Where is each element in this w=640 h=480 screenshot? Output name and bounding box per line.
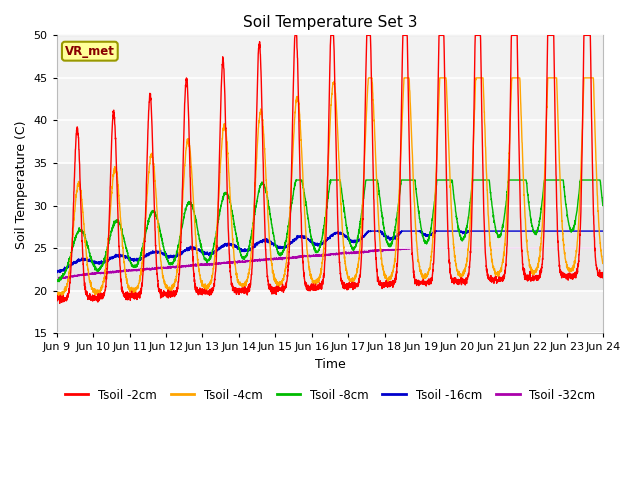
Legend: Tsoil -2cm, Tsoil -4cm, Tsoil -8cm, Tsoil -16cm, Tsoil -32cm: Tsoil -2cm, Tsoil -4cm, Tsoil -8cm, Tsoi…	[60, 384, 600, 406]
Text: VR_met: VR_met	[65, 45, 115, 58]
Bar	[57, 163, 603, 291]
X-axis label: Time: Time	[314, 358, 345, 371]
Title: Soil Temperature Set 3: Soil Temperature Set 3	[243, 15, 417, 30]
Y-axis label: Soil Temperature (C): Soil Temperature (C)	[15, 120, 28, 249]
